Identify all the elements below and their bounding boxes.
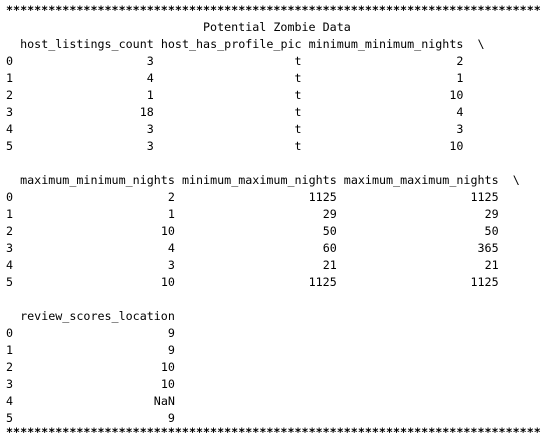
row-index: 4 — [6, 394, 14, 409]
continuation-marker: \ — [477, 37, 485, 51]
table-cell: 1 — [456, 71, 464, 86]
table-row: 4 NaN — [6, 393, 175, 410]
column-header: minimum_minimum_nights — [308, 37, 464, 51]
table-cell: 10 — [160, 275, 175, 290]
table-header-row: review_scores_location — [6, 308, 175, 325]
table-cell: 50 — [484, 224, 499, 239]
row-index: 3 — [6, 241, 14, 256]
table-row: 1 9 — [6, 342, 175, 359]
row-index: 1 — [6, 71, 14, 86]
table-cell: 10 — [160, 377, 175, 392]
table-cell: 3 — [146, 54, 154, 69]
row-index: 4 — [6, 122, 14, 137]
table-row: 3 4 60 365 — [6, 240, 499, 257]
table-cell: 3 — [146, 122, 154, 137]
table-cell: NaN — [153, 394, 175, 409]
table-cell: 10 — [449, 139, 464, 154]
row-index: 2 — [6, 360, 14, 375]
row-index: 1 — [6, 207, 14, 222]
table-cell: 365 — [477, 241, 499, 256]
table-cell: 4 — [167, 241, 175, 256]
table-row: 0 2 1125 1125 — [6, 189, 499, 206]
table-cell: 1125 — [308, 275, 337, 290]
row-index: 0 — [6, 190, 14, 205]
table-cell: 10 — [449, 88, 464, 103]
table-cell: t — [294, 54, 302, 69]
table-cell: 1125 — [470, 190, 499, 205]
table-cell: 21 — [484, 258, 499, 273]
table-cell: 18 — [139, 105, 154, 120]
row-index: 2 — [6, 224, 14, 239]
row-index: 0 — [6, 326, 14, 341]
table-cell: t — [294, 105, 302, 120]
table-cell: 9 — [167, 326, 175, 341]
table-cell: 60 — [322, 241, 337, 256]
table-cell: 29 — [322, 207, 337, 222]
table-cell: 4 — [456, 105, 464, 120]
table-cell: 4 — [146, 71, 154, 86]
row-index: 2 — [6, 88, 14, 103]
table-cell: 3 — [456, 122, 464, 137]
row-index: 5 — [6, 139, 14, 154]
output-title-text: Potential Zombie Data — [203, 20, 351, 34]
table-row: 5 10 1125 1125 — [6, 274, 499, 291]
column-header: review_scores_location — [20, 309, 175, 323]
table-cell: 3 — [167, 258, 175, 273]
row-index: 3 — [6, 377, 14, 392]
table-cell: 21 — [322, 258, 337, 273]
table-row: 4 3 t 3 — [6, 121, 463, 138]
row-index: 4 — [6, 258, 14, 273]
row-index: 5 — [6, 275, 14, 290]
table-header-row: host_listings_count host_has_profile_pic… — [6, 36, 485, 53]
row-index: 5 — [6, 411, 14, 426]
table-cell: 1 — [167, 207, 175, 222]
table-cell: 50 — [322, 224, 337, 239]
table-cell: t — [294, 71, 302, 86]
column-header: host_listings_count — [20, 37, 154, 51]
table-cell: 2 — [167, 190, 175, 205]
border-line-bottom: ****************************************… — [6, 425, 541, 439]
table-cell: t — [294, 88, 302, 103]
table-row: 1 4 t 1 — [6, 70, 463, 87]
table-row: 5 9 — [6, 410, 175, 427]
table-cell: 9 — [167, 411, 175, 426]
table-cell: t — [294, 122, 302, 137]
table-row: 0 3 t 2 — [6, 53, 463, 70]
column-header: maximum_minimum_nights — [20, 173, 175, 187]
column-header: host_has_profile_pic — [160, 37, 302, 51]
table-cell: 1125 — [470, 275, 499, 290]
table-cell: 2 — [456, 54, 464, 69]
table-row: 1 1 29 29 — [6, 206, 499, 223]
table-header-row: maximum_minimum_nights minimum_maximum_n… — [6, 172, 520, 189]
column-header: minimum_maximum_nights — [181, 173, 337, 187]
table-row: 2 1 t 10 — [6, 87, 463, 104]
row-index: 1 — [6, 343, 14, 358]
table-cell: 29 — [484, 207, 499, 222]
row-index: 3 — [6, 105, 14, 120]
table-cell: 10 — [160, 224, 175, 239]
table-cell: 10 — [160, 360, 175, 375]
table-cell: 1 — [146, 88, 154, 103]
border-line-top: ****************************************… — [6, 3, 541, 17]
table-row: 2 10 — [6, 359, 175, 376]
table-cell: 9 — [167, 343, 175, 358]
table-cell: 3 — [146, 139, 154, 154]
table-cell: t — [294, 139, 302, 154]
column-header: maximum_maximum_nights — [343, 173, 499, 187]
table-row: 3 18 t 4 — [6, 104, 463, 121]
table-row: 0 9 — [6, 325, 175, 342]
output-title: Potential Zombie Data — [6, 19, 351, 36]
table-row: 5 3 t 10 — [6, 138, 463, 155]
row-index: 0 — [6, 54, 14, 69]
table-row: 3 10 — [6, 376, 175, 393]
table-row: 4 3 21 21 — [6, 257, 499, 274]
table-cell: 1125 — [308, 190, 337, 205]
continuation-marker: \ — [512, 173, 520, 187]
table-row: 2 10 50 50 — [6, 223, 499, 240]
